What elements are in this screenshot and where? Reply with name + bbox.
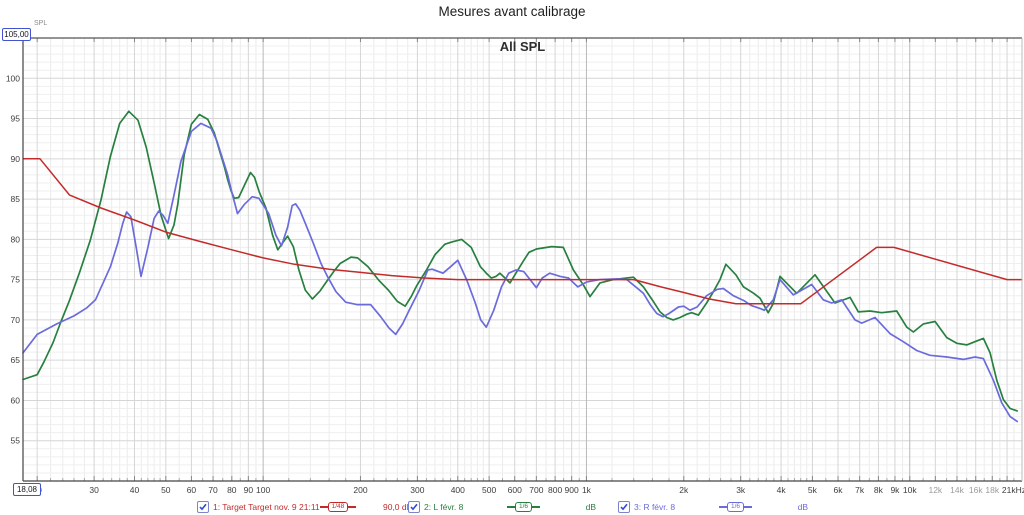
x-tick-label: 500 xyxy=(482,485,496,495)
x-tick-label: 4k xyxy=(777,485,787,495)
x-tick-label: 100 xyxy=(256,485,270,495)
trace-legend: 1: Target Target nov. 9 21:11 1/48 90,0 … xyxy=(0,500,1024,514)
x-tick-label: 200 xyxy=(353,485,367,495)
legend-item-left: 2: L févr. 8 1/6 dB xyxy=(408,500,596,513)
x-tick-label: 5k xyxy=(808,485,818,495)
x-tick-label: 6k xyxy=(834,485,844,495)
x-tick-label: 14k xyxy=(950,485,964,495)
trace-line-sample xyxy=(532,505,540,508)
y-axis-unit-label: SPL xyxy=(34,20,48,27)
legend-value-right: dB xyxy=(797,501,808,512)
y-tick-label: 55 xyxy=(11,436,21,446)
right-visibility-checkbox[interactable] xyxy=(618,500,630,513)
x-tick-label: 40 xyxy=(130,485,140,495)
x-tick-label: 400 xyxy=(451,485,465,495)
y-tick-label: 100 xyxy=(6,73,20,83)
x-tick-label: 800 xyxy=(548,485,562,495)
trace-line-sample xyxy=(718,505,727,508)
smoothing-value: 1/6 xyxy=(514,501,532,512)
x-tick-label: 10k xyxy=(903,485,917,495)
smoothing-value: 1/48 xyxy=(327,501,349,512)
x-tick-label: 600 xyxy=(508,485,522,495)
smoothing-badge-right: 1/6 xyxy=(718,501,752,512)
check-icon xyxy=(199,503,207,510)
y-tick-label: 95 xyxy=(11,114,21,124)
check-icon xyxy=(410,503,418,510)
legend-value-target: 90,0 dB xyxy=(382,501,413,512)
x-tick-label: 30 xyxy=(89,485,99,495)
x-tick-label: 9k xyxy=(890,485,900,495)
x-tick-label: 1k xyxy=(582,485,592,495)
y-tick-label: 80 xyxy=(11,234,21,244)
trace-line-sample xyxy=(348,505,357,508)
right-speaker-curve xyxy=(22,122,1019,423)
x-tick-label: 300 xyxy=(410,485,424,495)
trace-line-sample xyxy=(744,505,752,508)
y-tick-label: 85 xyxy=(11,194,21,204)
trace-line-sample xyxy=(506,505,515,508)
smoothing-badge-left: 1/6 xyxy=(506,501,540,512)
legend-item-target: 1: Target Target nov. 9 21:11 1/48 90,0 … xyxy=(197,500,412,513)
smoothing-badge-target: 1/48 xyxy=(319,501,357,512)
y-tick-label: 65 xyxy=(11,355,21,365)
x-tick-label: 90 xyxy=(244,485,254,495)
x-axis-start-value: 18,08 xyxy=(16,485,38,494)
left-visibility-checkbox[interactable] xyxy=(408,500,420,513)
y-axis-top-value: 105,00 xyxy=(4,30,29,39)
x-tick-label: 80 xyxy=(227,485,237,495)
trace-curves xyxy=(22,110,1023,423)
x-axis-start-value-field[interactable]: 18,08 xyxy=(13,483,41,496)
x-tick-label: 21kHz xyxy=(1002,485,1024,495)
x-tick-label: 16k xyxy=(969,485,983,495)
y-tick-label: 60 xyxy=(11,395,21,405)
left-speaker-curve xyxy=(22,110,1019,412)
gridlines xyxy=(23,38,1022,481)
y-axis-top-value-field[interactable]: 105,00 xyxy=(2,28,31,41)
x-tick-label: 700 xyxy=(529,485,543,495)
target-visibility-checkbox[interactable] xyxy=(197,500,209,513)
y-tick-label: 75 xyxy=(11,275,21,285)
legend-label-target[interactable]: 1: Target Target nov. 9 21:11 xyxy=(213,501,320,512)
x-tick-label: 8k xyxy=(874,485,884,495)
check-icon xyxy=(620,503,628,510)
x-tick-label: 2k xyxy=(679,485,689,495)
target-curve xyxy=(22,158,1023,305)
legend-item-right: 3: R févr. 8 1/6 dB xyxy=(618,500,808,513)
legend-label-left[interactable]: 2: L févr. 8 xyxy=(424,501,464,512)
x-tick-label: 70 xyxy=(208,485,218,495)
trace-line-sample xyxy=(319,505,328,508)
axis-border xyxy=(22,37,1023,482)
page-title: Mesures avant calibrage xyxy=(438,4,586,19)
x-tick-label: 3k xyxy=(736,485,746,495)
x-tick-label: 900 xyxy=(565,485,579,495)
y-tick-label: 90 xyxy=(11,154,21,164)
legend-value-left: dB xyxy=(585,501,596,512)
graph-title: All SPL xyxy=(499,39,546,54)
y-tick-label: 70 xyxy=(11,315,21,325)
x-tick-label: 12k xyxy=(928,485,942,495)
x-tick-label: 18k xyxy=(985,485,999,495)
legend-label-right[interactable]: 3: R févr. 8 xyxy=(634,501,676,512)
x-tick-label: 50 xyxy=(161,485,171,495)
smoothing-value: 1/6 xyxy=(726,501,744,512)
x-tick-label: 60 xyxy=(187,485,197,495)
x-tick-label: 7k xyxy=(855,485,865,495)
